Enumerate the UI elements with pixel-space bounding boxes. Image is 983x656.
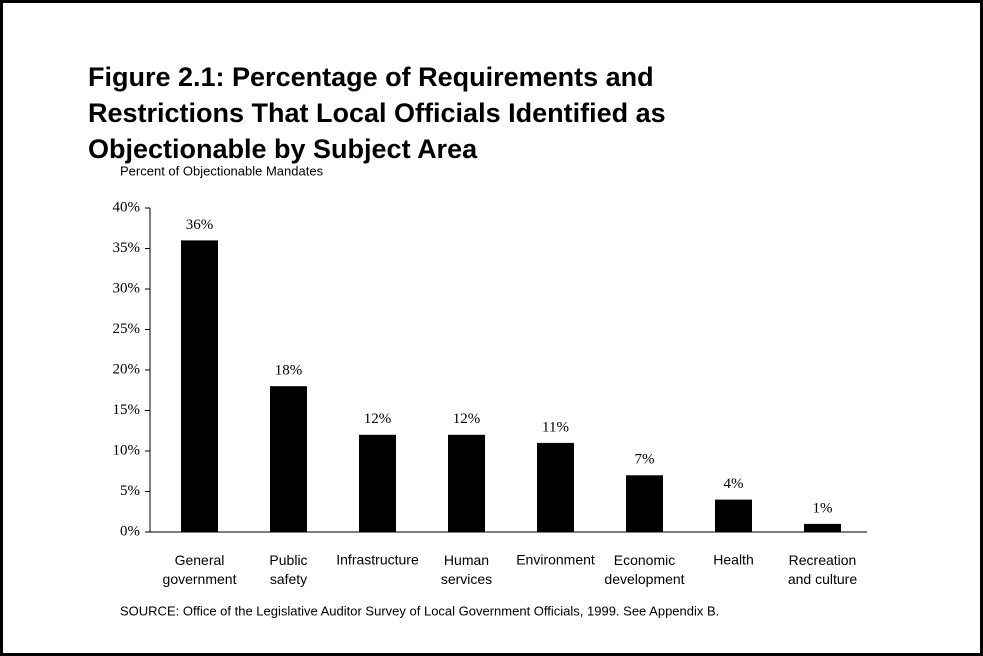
y-tick-label: 10% bbox=[113, 442, 141, 458]
x-tick-label: General government bbox=[163, 552, 237, 587]
value-label: 12% bbox=[453, 411, 481, 427]
x-tick-label: Economic development bbox=[604, 552, 684, 587]
y-tick-label: 15% bbox=[113, 402, 141, 418]
y-tick-label: 20% bbox=[113, 361, 141, 377]
x-tick-label: Recreation and culture bbox=[788, 552, 857, 587]
x-tick-label: Environment bbox=[516, 552, 595, 568]
y-tick-label: 0% bbox=[120, 523, 140, 539]
value-label: 18% bbox=[275, 363, 303, 379]
bar bbox=[448, 434, 485, 532]
value-label: 12% bbox=[364, 411, 392, 427]
y-axis-title: Percent of Objectionable Mandates bbox=[120, 163, 324, 178]
bar bbox=[537, 442, 574, 532]
x-tick-label: Health bbox=[713, 552, 753, 568]
y-tick-label: 40% bbox=[113, 199, 141, 215]
x-tick-label: Infrastructure bbox=[336, 552, 419, 568]
chart-title: Figure 2.1: Percentage of Requirements a… bbox=[88, 62, 666, 164]
value-label: 36% bbox=[186, 217, 214, 233]
y-tick-label: 35% bbox=[113, 240, 141, 256]
bar bbox=[181, 240, 218, 532]
bar bbox=[626, 475, 663, 532]
value-label: 7% bbox=[635, 452, 655, 468]
y-tick-label: 25% bbox=[113, 321, 141, 337]
bar bbox=[359, 434, 396, 532]
source-note: SOURCE: Office of the Legislative Audito… bbox=[120, 603, 719, 618]
x-tick-label: Human services bbox=[441, 552, 492, 587]
y-tick-label: 5% bbox=[120, 483, 140, 499]
y-tick-label: 30% bbox=[113, 280, 141, 296]
value-label: 11% bbox=[542, 419, 569, 435]
value-label: 1% bbox=[813, 500, 833, 516]
x-tick-label: Public safety bbox=[269, 552, 307, 587]
bar bbox=[715, 499, 752, 532]
bar bbox=[804, 523, 841, 532]
value-label: 4% bbox=[724, 476, 744, 492]
bar bbox=[270, 386, 307, 532]
